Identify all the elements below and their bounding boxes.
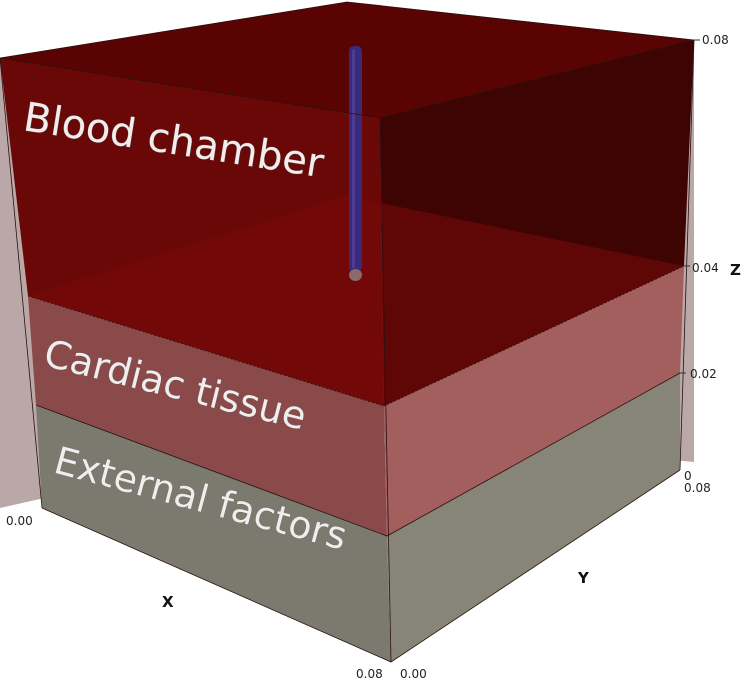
blood-layer xyxy=(0,2,694,406)
x-axis-name: X xyxy=(162,593,174,611)
cardiac-layer xyxy=(28,266,684,536)
left-vertical-edge xyxy=(0,57,43,509)
y-tick-start: 0.00 xyxy=(400,667,427,678)
z-tick-0: 0 xyxy=(684,469,692,483)
blood-top-face xyxy=(0,2,694,118)
z-axis: 0.08 0.04 Z 0.02 0 xyxy=(680,33,741,483)
cardiac-front-face xyxy=(28,296,387,536)
y-tick-end: 0.08 xyxy=(684,481,711,495)
external-layer xyxy=(36,373,680,662)
probe-shaft xyxy=(349,46,362,272)
blood-tissue-interface xyxy=(28,196,684,406)
front-vertical-edge xyxy=(379,117,392,663)
probe-highlight xyxy=(352,50,355,268)
x-tick-start: 0.00 xyxy=(6,514,33,528)
tissue-interface-edge xyxy=(27,265,685,407)
y-axis: 0.00 Y 0.08 xyxy=(400,481,711,678)
z-tick-002: 0.02 xyxy=(690,367,717,381)
z-tick-004: 0.04 xyxy=(692,261,719,275)
x-axis: 0.00 X 0.08 xyxy=(6,514,383,678)
x-tick-end: 0.08 xyxy=(356,667,383,678)
z-axis-name: Z xyxy=(730,261,741,279)
external-front-face xyxy=(36,405,391,662)
external-right-face xyxy=(387,373,680,662)
bottom-edges xyxy=(41,469,681,663)
y-axis-name: Y xyxy=(577,569,590,587)
cube-edges xyxy=(0,1,695,663)
external-interface-edge xyxy=(35,372,681,537)
right-vertical-edge xyxy=(679,39,695,471)
probe xyxy=(349,46,362,281)
probe-tip xyxy=(349,269,362,281)
z-tick-008: 0.08 xyxy=(702,33,729,47)
cardiac-right-face xyxy=(384,266,684,536)
